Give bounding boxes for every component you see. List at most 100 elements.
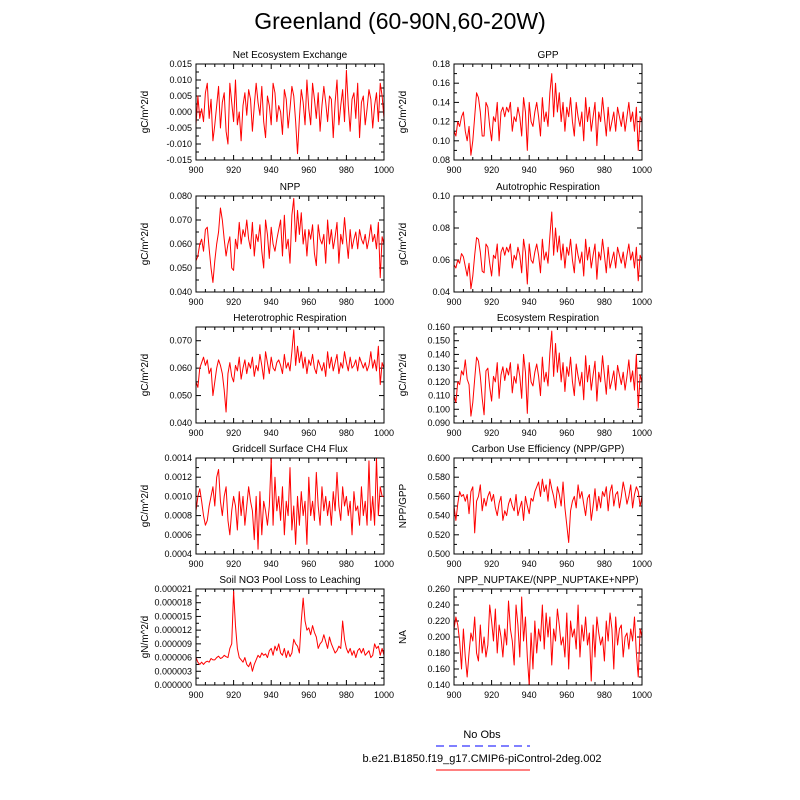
y-tick-label: 0.000018 bbox=[154, 598, 192, 608]
plot-frame bbox=[453, 63, 643, 161]
panel-title: GPP bbox=[537, 50, 558, 61]
x-tick-label: 940 bbox=[264, 165, 279, 175]
panel-title: Autotrophic Respiration bbox=[496, 182, 600, 193]
y-tick-label: 0.220 bbox=[427, 616, 450, 626]
y-axis-label: gN/m^2/d bbox=[140, 616, 151, 659]
y-tick-label: 0.08 bbox=[432, 223, 450, 233]
x-tick-label: 900 bbox=[188, 559, 203, 569]
y-tick-label: 0.520 bbox=[427, 530, 450, 540]
y-axis-label: gC/m^2/d bbox=[140, 485, 151, 528]
y-tick-label: 0.0004 bbox=[164, 549, 192, 559]
panel-title: Carbon Use Efficiency (NPP/GPP) bbox=[472, 444, 625, 455]
y-tick-label: 0.070 bbox=[169, 215, 192, 225]
plot-frame bbox=[195, 195, 385, 293]
x-tick-label: 940 bbox=[522, 559, 537, 569]
y-axis-label: gC/m^2/d bbox=[398, 223, 409, 266]
x-tick-label: 980 bbox=[339, 297, 354, 307]
plot-frame bbox=[195, 457, 385, 555]
x-tick-label: 900 bbox=[188, 428, 203, 438]
panel-title: Net Ecosystem Exchange bbox=[233, 50, 348, 61]
panel-title: Gridcell Surface CH4 Flux bbox=[232, 444, 348, 455]
series-line bbox=[453, 596, 643, 686]
series-line bbox=[453, 73, 643, 156]
y-tick-label: 0.040 bbox=[169, 287, 192, 297]
page-title: Greenland (60-90N,60-20W) bbox=[254, 8, 546, 34]
x-tick-label: 920 bbox=[226, 559, 241, 569]
y-tick-label: 0.0008 bbox=[164, 511, 192, 521]
y-tick-label: 0.000000 bbox=[154, 680, 192, 690]
y-tick-label: 0.050 bbox=[169, 263, 192, 273]
x-tick-label: 960 bbox=[559, 690, 574, 700]
y-tick-label: 0.600 bbox=[427, 453, 450, 463]
y-tick-label: 0.140 bbox=[427, 680, 450, 690]
x-tick-label: 940 bbox=[264, 297, 279, 307]
x-tick-label: 900 bbox=[446, 165, 461, 175]
y-axis-label: gC/m^2/d bbox=[398, 354, 409, 397]
x-tick-label: 1000 bbox=[374, 165, 394, 175]
panel-10: NPP_NUPTAKE/(NPP_NUPTAKE+NPP) NA 900 920 940… bbox=[398, 575, 652, 700]
panel-title: Soil NO3 Pool Loss to Leaching bbox=[219, 575, 360, 586]
y-tick-label: 0.000015 bbox=[154, 611, 192, 621]
y-tick-label: 0.140 bbox=[427, 349, 450, 359]
panel-title: NPP bbox=[280, 182, 301, 193]
x-tick-label: 980 bbox=[597, 690, 612, 700]
y-tick-label: 0.10 bbox=[432, 191, 450, 201]
y-tick-label: 0.050 bbox=[169, 391, 192, 401]
x-tick-label: 980 bbox=[597, 428, 612, 438]
series-line bbox=[453, 478, 643, 543]
x-tick-label: 940 bbox=[522, 428, 537, 438]
x-tick-label: 980 bbox=[339, 559, 354, 569]
y-axis-label: gC/m^2/d bbox=[140, 354, 151, 397]
x-tick-label: 940 bbox=[522, 165, 537, 175]
x-tick-label: 920 bbox=[226, 165, 241, 175]
x-tick-label: 900 bbox=[446, 428, 461, 438]
y-tick-label: 0.100 bbox=[427, 404, 450, 414]
panel-title: Heterotrophic Respiration bbox=[233, 313, 346, 324]
x-tick-label: 960 bbox=[301, 690, 316, 700]
y-tick-label: 0.000 bbox=[169, 107, 192, 117]
panel-1: Net Ecosystem Exchange gC/m^2/d 900 920 940 9… bbox=[140, 50, 394, 175]
y-tick-label: 0.560 bbox=[427, 491, 450, 501]
x-tick-label: 1000 bbox=[632, 690, 652, 700]
panel-4: Autotrophic Respiration gC/m^2/d 900 920 940… bbox=[398, 182, 652, 307]
series-line bbox=[195, 457, 384, 550]
x-tick-label: 920 bbox=[484, 428, 499, 438]
x-tick-label: 900 bbox=[188, 690, 203, 700]
y-axis-label: NA bbox=[398, 630, 409, 644]
y-tick-label: 0.16 bbox=[432, 78, 450, 88]
plot-frame bbox=[453, 457, 643, 555]
panel-8: Carbon Use Efficiency (NPP/GPP) NPP/GPP 90… bbox=[398, 444, 652, 569]
legend-label-no-obs: No Obs bbox=[463, 729, 501, 741]
y-tick-label: -0.015 bbox=[166, 155, 192, 165]
plot-frame bbox=[195, 588, 385, 686]
x-tick-label: 900 bbox=[188, 297, 203, 307]
y-tick-label: 0.200 bbox=[427, 632, 450, 642]
x-tick-label: 980 bbox=[339, 165, 354, 175]
y-tick-label: 0.060 bbox=[169, 239, 192, 249]
x-tick-label: 900 bbox=[446, 559, 461, 569]
y-tick-label: 0.180 bbox=[427, 648, 450, 658]
y-tick-label: 0.150 bbox=[427, 336, 450, 346]
y-tick-label: 0.110 bbox=[428, 391, 450, 401]
y-tick-label: 0.500 bbox=[427, 549, 450, 559]
series-line bbox=[195, 197, 385, 283]
plot-frame bbox=[453, 326, 643, 424]
y-tick-label: 0.160 bbox=[427, 322, 450, 332]
x-tick-label: 960 bbox=[559, 297, 574, 307]
y-tick-label: 0.000006 bbox=[154, 653, 192, 663]
panel-7: Gridcell Surface CH4 Flux gC/m^2/d 900 920 9… bbox=[140, 444, 394, 569]
x-tick-label: 920 bbox=[484, 559, 499, 569]
y-tick-label: 0.0006 bbox=[164, 530, 192, 540]
y-tick-label: 0.0014 bbox=[164, 453, 192, 463]
y-tick-label: 0.08 bbox=[432, 155, 450, 165]
y-tick-label: 0.580 bbox=[427, 472, 450, 482]
plot-frame bbox=[195, 63, 385, 161]
x-tick-label: 940 bbox=[522, 690, 537, 700]
panel-6: Ecosystem Respiration gC/m^2/d 900 920 940 96… bbox=[398, 313, 652, 438]
panel-title: NPP_NUPTAKE/(NPP_NUPTAKE+NPP) bbox=[457, 575, 638, 586]
x-tick-label: 980 bbox=[339, 690, 354, 700]
x-tick-label: 920 bbox=[484, 297, 499, 307]
series-line bbox=[453, 211, 643, 290]
plot-frame bbox=[195, 326, 385, 424]
